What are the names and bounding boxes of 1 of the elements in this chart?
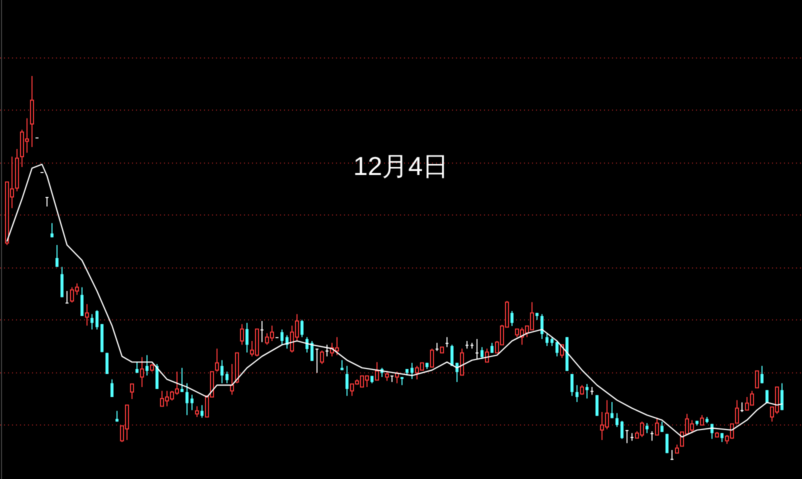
- title: 12月4日: [353, 151, 449, 181]
